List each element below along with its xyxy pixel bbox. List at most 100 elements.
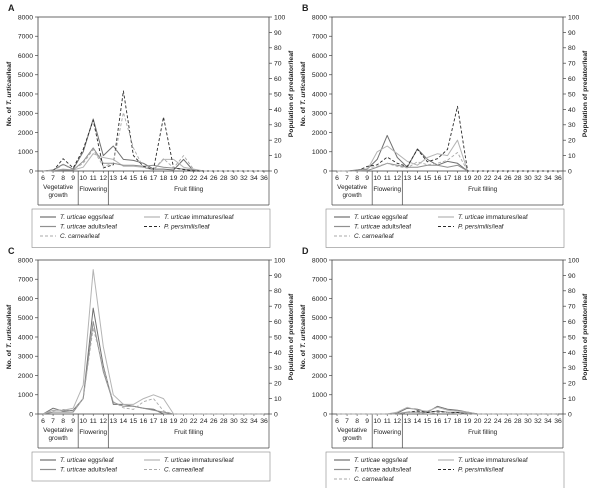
x-tick-label: 20 xyxy=(180,418,188,425)
right-tick-label: 80 xyxy=(568,45,576,52)
left-tick-label: 2000 xyxy=(312,373,327,380)
stage-label-vegetative-1: Vegetative xyxy=(337,184,367,191)
panel-letter: B xyxy=(302,3,309,13)
left-tick-label: 2000 xyxy=(18,130,33,137)
x-tick-label: 18 xyxy=(160,418,168,425)
stage-label: Fruit filling xyxy=(468,186,498,193)
left-tick-label: 2000 xyxy=(312,130,327,137)
right-tick-label: 70 xyxy=(274,61,282,68)
x-tick-label: 19 xyxy=(170,418,178,425)
panel-a: A 0 1000 2000 3000 4000 5000 6000 7000 8000 0 10 20 3… xyxy=(6,3,295,248)
left-axis-title-suffix: /leaf xyxy=(300,61,307,75)
x-tick-label: 7 xyxy=(345,418,349,425)
x-tick-label: 19 xyxy=(170,175,178,182)
x-tick-label: 17 xyxy=(444,418,452,425)
right-tick-label: 100 xyxy=(568,14,580,21)
right-tick-label: 60 xyxy=(568,319,576,326)
series-line-immatures xyxy=(337,406,558,415)
right-tick-label: 90 xyxy=(274,273,282,280)
right-tick-label: 40 xyxy=(274,107,282,114)
legend-box xyxy=(31,451,271,482)
stage-label-vegetative-1: Vegetative xyxy=(43,427,73,434)
legend-suffix: eggs/leaf xyxy=(86,457,114,464)
right-tick-label: 40 xyxy=(568,107,576,114)
stage-label: Fruit filling xyxy=(174,186,204,193)
legend-label-adults: T. urticae adults/leaf xyxy=(354,467,411,474)
x-tick-label: 6 xyxy=(335,418,339,425)
right-tick-label: 100 xyxy=(274,257,286,264)
panel-b: B 0 1000 2000 3000 4000 5000 6000 7000 8000 0 10 20 3… xyxy=(300,3,589,248)
x-tick-label: 30 xyxy=(230,418,238,425)
left-axis-title: No. of T. urticae/leaf xyxy=(6,304,13,369)
left-tick-label: 7000 xyxy=(18,277,33,284)
left-tick-label: 6000 xyxy=(312,53,327,60)
legend-suffix: adults/leaf xyxy=(86,467,117,474)
legend-species: T. urticae xyxy=(458,457,484,464)
legend-species: T. urticae xyxy=(354,457,380,464)
legend-suffix: eggs/leaf xyxy=(86,214,114,221)
left-axis-title-suffix: /leaf xyxy=(6,61,13,75)
x-tick-label: 19 xyxy=(464,175,472,182)
x-tick-label: 22 xyxy=(484,175,492,182)
legend-label-eggs: T. urticae eggs/leaf xyxy=(60,214,114,221)
x-tick-label: 32 xyxy=(240,418,248,425)
x-tick-label: 34 xyxy=(544,175,552,182)
left-tick-label: 8000 xyxy=(18,257,33,264)
x-tick-label: 32 xyxy=(534,418,542,425)
right-tick-label: 80 xyxy=(274,288,282,295)
left-tick-label: 7000 xyxy=(312,34,327,41)
legend-suffix: immatures/leaf xyxy=(484,214,528,221)
x-tick-label: 26 xyxy=(210,175,218,182)
x-tick-label: 15 xyxy=(130,418,138,425)
left-tick-label: 4000 xyxy=(312,334,327,341)
x-tick-label: 14 xyxy=(120,175,128,182)
right-tick-label: 70 xyxy=(568,61,576,68)
legend: T. urticae eggs/leaf T. urticae immatures… xyxy=(325,208,565,248)
legend-label-eggs: T. urticae eggs/leaf xyxy=(354,214,408,221)
stage-label: Fruit filling xyxy=(174,429,204,436)
x-tick-label: 12 xyxy=(100,175,108,182)
legend-label-carnea: C. carnea/leaf xyxy=(354,476,394,483)
x-tick-label: 8 xyxy=(61,175,65,182)
series-line-adults xyxy=(42,147,264,172)
right-tick-label: 10 xyxy=(568,153,576,160)
x-tick-label: 12 xyxy=(394,418,402,425)
right-tick-label: 100 xyxy=(274,14,286,21)
stage-label-vegetative-2: growth xyxy=(342,435,362,442)
x-tick-label: 13 xyxy=(110,418,118,425)
x-tick-label: 22 xyxy=(190,418,198,425)
left-axis-title-species: T. urticae xyxy=(6,318,13,348)
x-tick-label: 9 xyxy=(365,175,369,182)
left-tick-label: 7000 xyxy=(18,34,33,41)
legend-suffix: eggs/leaf xyxy=(380,457,408,464)
x-tick-label: 11 xyxy=(90,175,97,182)
legend-species: T. urticae xyxy=(60,467,86,474)
right-tick-label: 80 xyxy=(274,45,282,52)
x-tick-label: 11 xyxy=(384,418,391,425)
x-tick-label: 17 xyxy=(150,418,158,425)
right-tick-label: 100 xyxy=(568,257,580,264)
legend-species: T. urticae xyxy=(354,214,380,221)
x-tick-label: 9 xyxy=(71,175,75,182)
left-tick-label: 5000 xyxy=(18,72,33,79)
legend-suffix: /leaf xyxy=(88,233,100,240)
x-tick-label: 11 xyxy=(90,418,97,425)
x-tick-label: 10 xyxy=(79,175,87,182)
x-tick-label: 6 xyxy=(41,175,45,182)
legend-label-persimilis: P. persimilis/leaf xyxy=(458,224,504,231)
x-tick-label: 36 xyxy=(260,175,268,182)
right-tick-label: 0 xyxy=(568,411,572,418)
x-tick-label: 32 xyxy=(534,175,542,182)
x-tick-label: 8 xyxy=(61,418,65,425)
legend-species: C. carnea xyxy=(354,233,382,240)
legend-species: C. carnea xyxy=(60,233,88,240)
x-tick-label: 24 xyxy=(494,175,502,182)
x-tick-label: 24 xyxy=(494,418,502,425)
right-tick-label: 50 xyxy=(568,334,576,341)
right-axis-title: Population of predator/leaf xyxy=(582,50,589,137)
right-tick-label: 0 xyxy=(274,411,278,418)
x-tick-label: 20 xyxy=(180,175,188,182)
legend-box xyxy=(325,208,565,248)
